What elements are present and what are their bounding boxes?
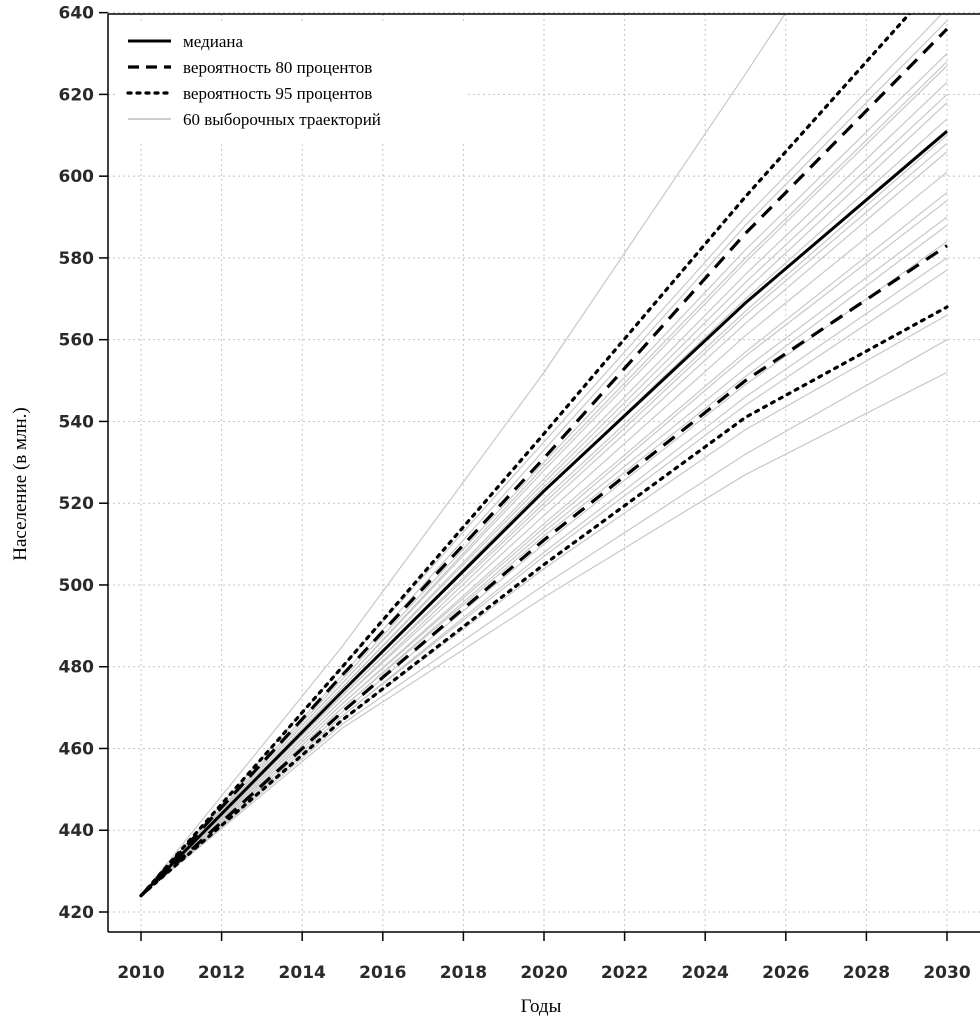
y-tick-label: 560 [59,331,95,351]
series-line-dotted [139,14,912,898]
sample-trajectory-line [140,224,948,897]
legend-label: 60 выборочных траекторий [183,110,381,129]
sample-trajectory-line [140,314,948,897]
y-tick-label: 440 [59,821,95,841]
sample-trajectory-line [140,339,948,897]
y-tick-label: 460 [59,739,95,759]
y-tick-label: 420 [59,903,95,923]
x-tick-label: 2030 [923,963,970,983]
y-axis-title: Население (в млн.) [10,407,31,560]
sample-trajectory-line [140,93,948,897]
y-axis-ticks: 420 440 460 480 500 520 540 560 580 600 620 640 [59,4,108,923]
plot-frame [107,13,980,933]
x-tick-label: 2020 [520,963,567,983]
sample-trajectory-line [140,14,943,897]
legend-label: вероятность 95 процентов [183,84,372,103]
series-line-dotted [139,305,949,898]
y-tick-label: 620 [59,85,95,105]
x-tick-label: 2012 [198,963,245,983]
sample-trajectory-line [140,14,786,897]
sample-trajectory-line [140,371,948,897]
sample-trajectory-line [140,257,948,897]
x-tick-label: 2026 [762,963,809,983]
series-line-dashed [139,244,948,897]
legend-label: вероятность 80 процентов [183,58,372,77]
series-line-dashed [139,27,949,897]
x-tick-label: 2014 [279,963,326,983]
x-tick-label: 2016 [359,963,406,983]
x-axis-ticks: 2010 2012 2014 2016 2018 2020 2022 2024 2026 2028… [117,932,971,983]
x-tick-label: 2010 [117,963,164,983]
probability-series [139,14,949,898]
y-tick-label: 580 [59,249,95,269]
sample-trajectory-line [140,171,948,897]
y-tick-label: 540 [59,412,95,432]
y-tick-label: 520 [59,494,95,514]
x-tick-label: 2028 [843,963,890,983]
grid-lines [108,12,980,932]
series-line-solid [139,130,948,897]
x-axis-title: Годы [521,996,562,1017]
y-tick-label: 480 [59,658,95,678]
y-tick-label: 600 [59,167,95,187]
x-tick-label: 2018 [440,963,487,983]
sample-trajectory-line [140,20,948,897]
sample-trajectory-line [140,142,948,897]
legend: медиана вероятность 80 процентов вероятнос… [118,24,466,144]
sample-trajectory-line [140,53,948,897]
sample-trajectory-line [140,61,948,897]
legend-label: медиана [183,32,243,51]
sample-trajectory-line [140,200,948,897]
legend-background [118,24,466,144]
x-tick-label: 2024 [682,963,729,983]
y-tick-label: 640 [59,4,95,24]
x-tick-label: 2022 [601,963,648,983]
y-tick-label: 500 [59,576,95,596]
